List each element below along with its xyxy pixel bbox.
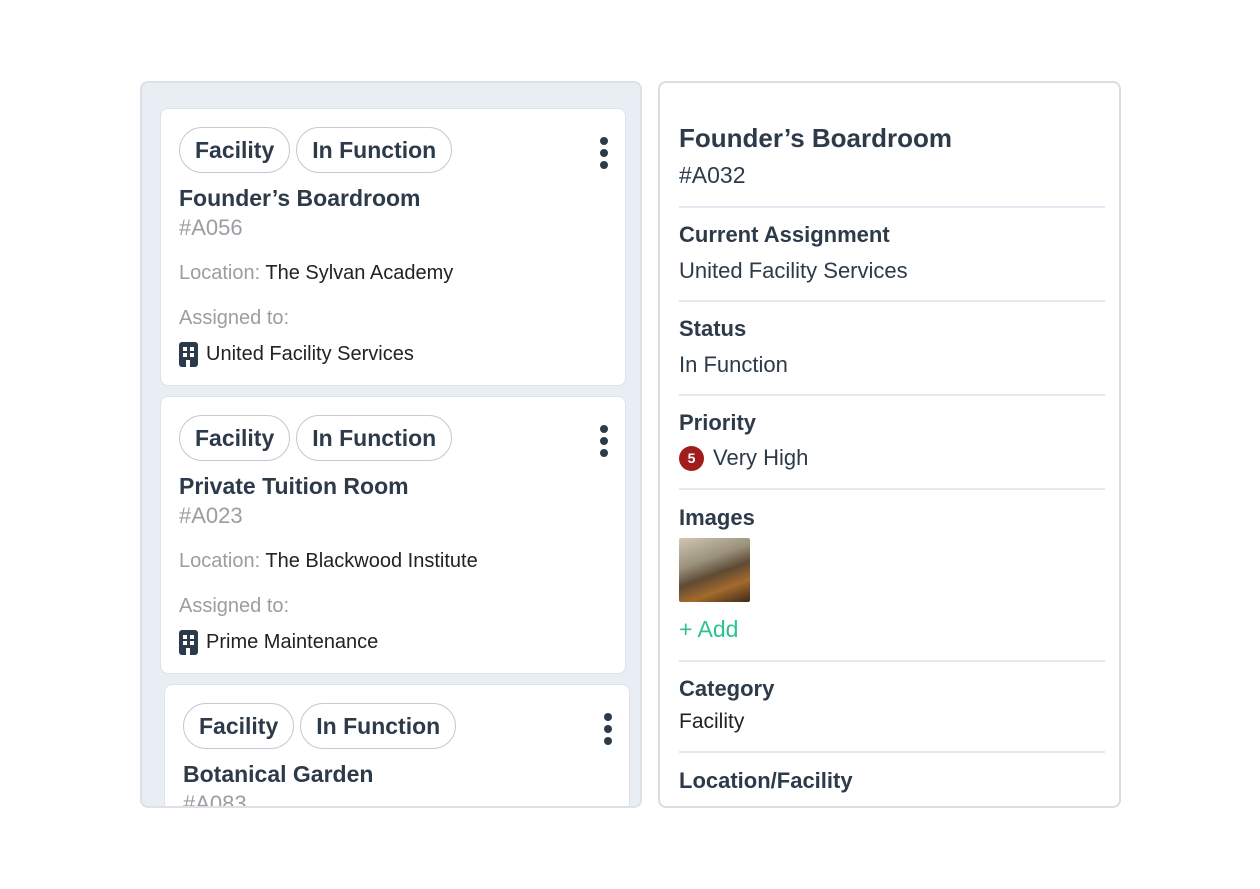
- divider: [679, 300, 1105, 302]
- add-image-button[interactable]: + Add: [679, 616, 739, 642]
- location-value: The Blackwood Institute: [265, 550, 478, 572]
- asset-card[interactable]: Facility In Function Founder’s Boardroom …: [160, 108, 626, 386]
- divider: [679, 660, 1105, 662]
- card-assignee: United Facility Services: [179, 342, 414, 367]
- status-label: Status: [679, 316, 747, 341]
- divider: [679, 751, 1105, 753]
- detail-id: #A032: [679, 162, 746, 188]
- card-id: #A083: [183, 791, 247, 808]
- card-title: Private Tuition Room: [179, 473, 409, 499]
- building-icon: [179, 342, 198, 367]
- assignee-name: United Facility Services: [206, 343, 414, 365]
- location-value: The Sylvan Academy: [265, 262, 454, 284]
- card-title: Founder’s Boardroom: [179, 185, 421, 211]
- category-chip: Facility: [179, 127, 291, 173]
- status-chip: In Function: [300, 703, 457, 749]
- building-icon: [179, 630, 198, 655]
- status-value: In Function: [679, 352, 788, 377]
- assignment-value: United Facility Services: [679, 258, 908, 283]
- card-location: Location: The Blackwood Institute: [179, 550, 478, 573]
- more-options-icon[interactable]: [599, 425, 609, 457]
- assignee-name: Prime Maintenance: [206, 631, 379, 653]
- detail-title: Founder’s Boardroom: [679, 123, 953, 153]
- divider: [679, 206, 1105, 208]
- asset-card[interactable]: Facility In Function Private Tuition Room…: [160, 396, 626, 674]
- assigned-label: Assigned to:: [179, 595, 290, 617]
- divider: [679, 488, 1105, 490]
- asset-list-panel: Facility In Function Founder’s Boardroom …: [140, 81, 642, 808]
- priority-badge: 5: [679, 446, 704, 471]
- image-thumbnail[interactable]: [679, 538, 750, 602]
- location-label: Location:: [179, 262, 261, 284]
- card-title: Botanical Garden: [183, 761, 374, 787]
- status-chip: In Function: [296, 127, 453, 173]
- card-id: #A023: [179, 503, 243, 528]
- assigned-label: Assigned to:: [179, 307, 290, 329]
- images-label: Images: [679, 505, 755, 530]
- card-location: Location: The Sylvan Academy: [179, 262, 453, 285]
- location-facility-label: Location/Facility: [679, 768, 853, 793]
- card-id: #A056: [179, 215, 243, 240]
- more-options-icon[interactable]: [599, 137, 609, 169]
- category-label: Category: [679, 676, 775, 701]
- asset-detail-panel: Founder’s Boardroom #A032 Current Assign…: [658, 81, 1121, 808]
- priority-value: 5 Very High: [679, 445, 808, 471]
- category-chip: Facility: [179, 415, 291, 461]
- asset-card[interactable]: Facility In Function Botanical Garden #A0…: [164, 684, 630, 808]
- category-chip: Facility: [183, 703, 295, 749]
- assignment-label: Current Assignment: [679, 222, 890, 247]
- location-label: Location:: [179, 550, 261, 572]
- card-assignee: Prime Maintenance: [179, 630, 378, 655]
- more-options-icon[interactable]: [603, 713, 613, 745]
- status-chip: In Function: [296, 415, 453, 461]
- priority-label: Priority: [679, 410, 757, 435]
- divider: [679, 394, 1105, 396]
- priority-text: Very High: [713, 445, 809, 470]
- category-value: Facility: [679, 710, 745, 733]
